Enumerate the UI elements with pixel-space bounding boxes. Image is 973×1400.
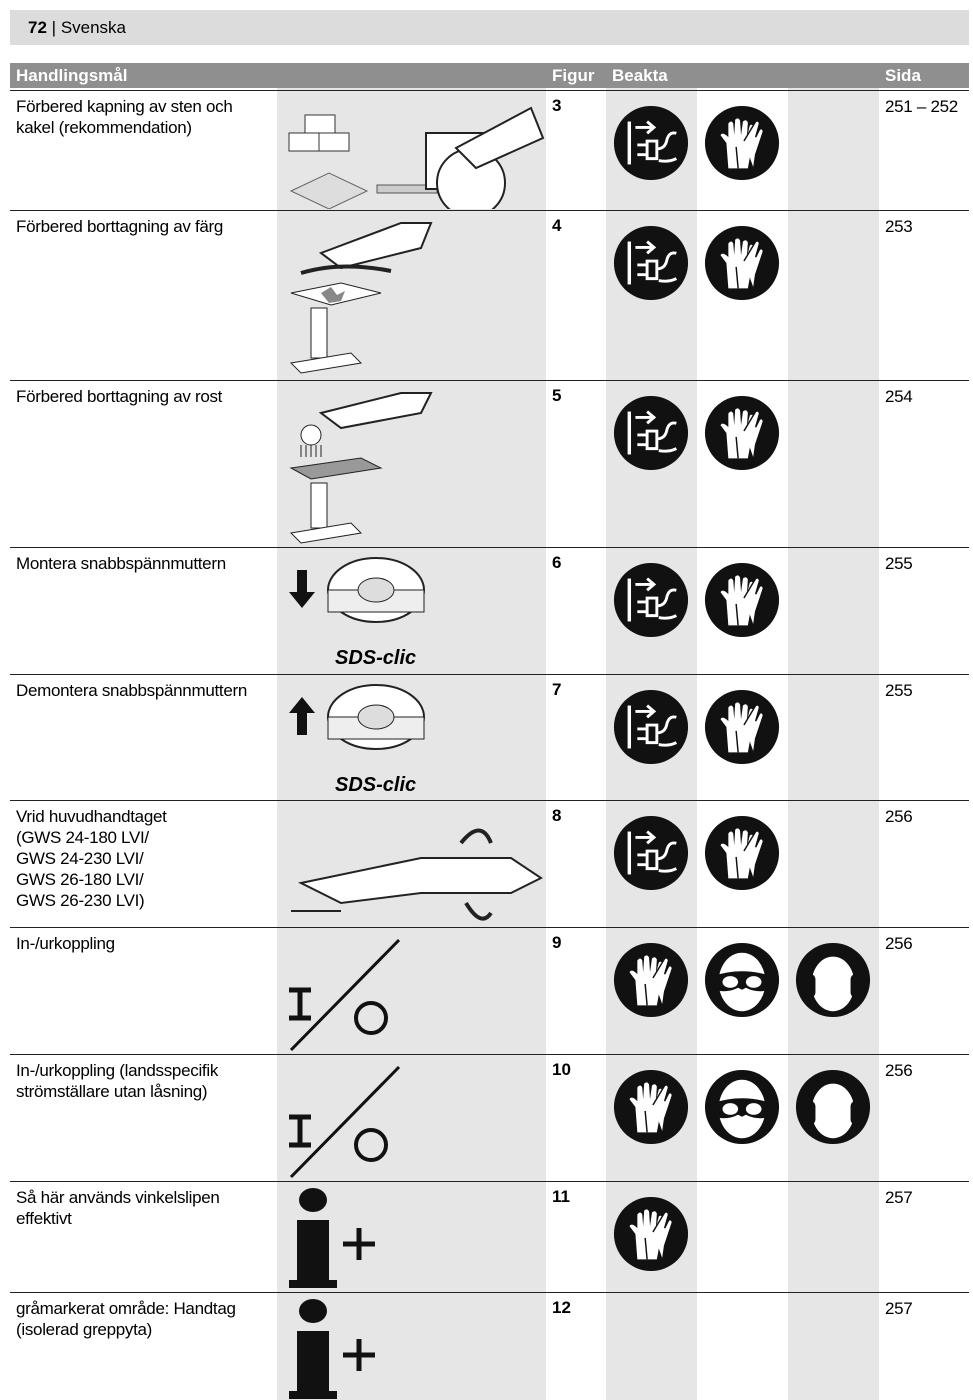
- safety-icon-plug: [612, 688, 690, 766]
- action-text: In-/urkoppling (landsspecifik strömställ…: [16, 1061, 219, 1101]
- figure-number: 11: [552, 1187, 570, 1206]
- figure-number: 10: [552, 1060, 571, 1079]
- safety-icon-gloves: [704, 395, 780, 471]
- page-ref: 253: [885, 217, 913, 236]
- safety-icon-gloves: [704, 689, 780, 765]
- safety-icon-ears: [794, 941, 872, 1019]
- figure-image: [291, 828, 543, 921]
- figure-number: 7: [552, 680, 562, 699]
- figure-number: 8: [552, 806, 562, 825]
- action-text: Montera snabbspännmuttern: [16, 554, 226, 573]
- figure-number: 4: [552, 216, 562, 235]
- separator: |: [51, 18, 57, 37]
- row-divider: [10, 1054, 969, 1055]
- figure-number: 12: [552, 1298, 571, 1317]
- page-ref: 256: [885, 807, 913, 826]
- row-divider: [10, 90, 969, 91]
- safety-icon-gloves: [613, 1069, 689, 1145]
- page-ref: 254: [885, 387, 913, 406]
- column-header: Beakta: [612, 66, 668, 85]
- safety-icon-gloves: [613, 942, 689, 1018]
- safety-icon-gloves: [704, 225, 780, 301]
- safety-icon-plug: [612, 104, 690, 182]
- safety-icon-plug: [612, 814, 690, 892]
- figure-image: [289, 684, 425, 750]
- figure-image: [288, 106, 545, 209]
- column-header: Figur: [552, 66, 595, 85]
- row-divider: [10, 210, 969, 211]
- page-header: 72 | Svenska: [10, 10, 969, 45]
- row-divider: [10, 1292, 969, 1293]
- action-text: Så här används vinkelslipen effektivt: [16, 1188, 220, 1228]
- figure-image: [289, 392, 433, 544]
- section: Svenska: [60, 18, 127, 37]
- safety-icon-gloves: [704, 815, 780, 891]
- action-text: gråmarkerat område: Handtag (isolerad gr…: [16, 1299, 236, 1339]
- safety-icon-ears: [794, 1068, 872, 1146]
- page-ref: 255: [885, 554, 913, 573]
- safety-icon-plug: [612, 394, 690, 472]
- figure-image: [289, 222, 433, 374]
- image-caption: SDS-clic: [335, 647, 417, 669]
- safety-icon-goggles: [704, 1069, 780, 1145]
- safety-icon-plug: [612, 224, 690, 302]
- action-text: Förbered kapning av sten och kakel (reko…: [16, 97, 233, 137]
- figure-number: 5: [552, 386, 562, 405]
- image-caption: SDS-clic: [335, 774, 417, 796]
- safety-icon-gloves: [613, 1196, 689, 1272]
- figure-image: [289, 557, 425, 623]
- page-ref: 257: [885, 1299, 913, 1318]
- safety-icon-goggles: [704, 942, 780, 1018]
- page-ref: 257: [885, 1188, 913, 1207]
- action-text: Demontera snabbspännmuttern: [16, 681, 247, 700]
- page-ref: 256: [885, 934, 913, 953]
- row-divider: [10, 547, 969, 548]
- page-ref: 251 – 252: [885, 97, 958, 116]
- page-number: 72: [28, 18, 47, 37]
- action-text: Förbered borttagning av rost: [16, 387, 223, 406]
- page-ref: 255: [885, 681, 913, 700]
- header-row: [10, 63, 969, 88]
- action-text: In-/urkoppling: [16, 934, 115, 953]
- column-header: Handlingsmål: [16, 66, 128, 85]
- safety-icon-gloves: [704, 562, 780, 638]
- row-divider: [10, 800, 969, 801]
- action-text: Förbered borttagning av färg: [16, 217, 224, 236]
- row-divider: [10, 1181, 969, 1182]
- column-shade: [788, 88, 879, 1400]
- figure-image: [289, 938, 401, 1052]
- row-divider: [10, 674, 969, 675]
- figure-image: [289, 1188, 375, 1288]
- safety-icon-gloves: [704, 105, 780, 181]
- figure-image: [289, 1299, 375, 1399]
- action-text: Vrid huvudhandtaget (GWS 24-180 LVI/ GWS…: [16, 807, 167, 910]
- figure-number: 9: [552, 933, 562, 952]
- row-divider: [10, 927, 969, 928]
- figure-image: [289, 1065, 401, 1179]
- column-header: Sida: [885, 66, 921, 85]
- figure-number: 6: [552, 553, 562, 572]
- page-ref: 256: [885, 1061, 913, 1080]
- row-divider: [10, 380, 969, 381]
- safety-icon-plug: [612, 561, 690, 639]
- figure-number: 3: [552, 96, 562, 115]
